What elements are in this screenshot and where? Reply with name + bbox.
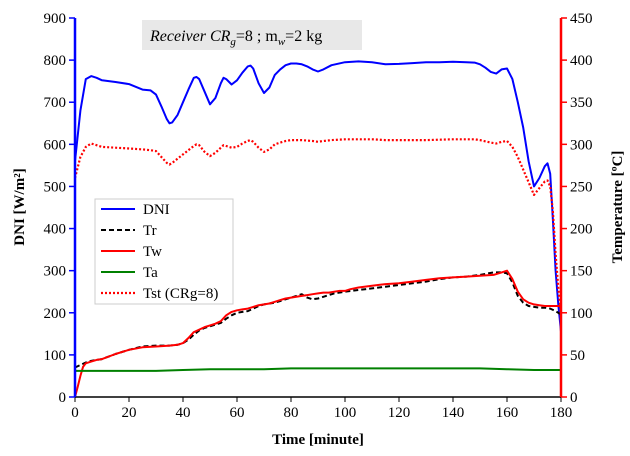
y-right-tick-label: 0	[570, 390, 578, 406]
x-axis-title: Time [minute]	[272, 432, 364, 448]
annotation-middle: =8 ; m	[236, 28, 278, 45]
y-right-tick-label: 150	[570, 264, 593, 280]
series-line-tw	[74, 269, 561, 398]
legend-label: Ta	[143, 265, 158, 281]
x-tick-label: 140	[442, 405, 465, 421]
annotation-prefix-sub: g	[230, 36, 236, 48]
x-tick-label: 40	[176, 405, 191, 421]
series-line-dni	[74, 60, 562, 332]
y-axis-right-title: Temperature [ºC]	[610, 151, 626, 264]
y-axis-left-title: DNI [W/m²]	[12, 168, 28, 245]
legend-label: DNI	[143, 202, 170, 218]
annotation-suffix: =2 kg	[285, 28, 322, 45]
x-tick-label: 20	[122, 405, 137, 421]
axes-layer: 0 20 40 60 80 100 120 140 160 1800100200300400500…	[44, 11, 593, 421]
y-left-tick-label: 900	[44, 11, 67, 27]
legend: DNI Tr Tw Ta Tst (CRg=8)	[94, 198, 234, 305]
y-right-tick-label: 200	[570, 222, 593, 238]
x-tick-label: 180	[550, 405, 573, 421]
legend-label: Tst (CRg=8)	[143, 286, 218, 302]
y-left-tick-label: 100	[44, 348, 67, 364]
y-left-tick-label: 800	[44, 53, 67, 69]
x-tick-label: 100	[334, 405, 357, 421]
y-left-tick-label: 0	[59, 390, 67, 406]
annotation: Receiver CRg=8 ; mw=2 kg	[142, 20, 362, 50]
y-left-tick-label: 600	[44, 137, 67, 153]
annotation-middle-sub: w	[278, 36, 286, 48]
annotation-prefix: Receiver CR	[149, 28, 231, 45]
y-left-tick-label: 300	[44, 264, 67, 280]
y-left-tick-label: 400	[44, 222, 67, 238]
y-right-tick-label: 100	[570, 306, 593, 322]
annotation-text: Receiver CRg=8 ; mw=2 kg	[149, 28, 322, 48]
annotation-box	[142, 20, 362, 50]
x-tick-label: 80	[284, 405, 299, 421]
series-line-ta	[75, 367, 561, 372]
y-right-tick-label: 350	[570, 95, 593, 111]
x-tick-label: 0	[71, 405, 79, 421]
y-right-tick-label: 400	[570, 53, 593, 69]
y-left-tick-label: 200	[44, 306, 67, 322]
x-tick-label: 120	[388, 405, 411, 421]
legend-label: Tr	[143, 223, 157, 239]
y-left-tick-label: 500	[44, 179, 67, 195]
y-right-tick-label: 450	[570, 11, 593, 27]
x-tick-label: 60	[230, 405, 245, 421]
series-layer	[73, 60, 563, 398]
y-right-tick-label: 50	[570, 348, 585, 364]
legend-label: Tw	[143, 244, 162, 260]
y-left-tick-label: 700	[44, 95, 67, 111]
x-tick-label: 160	[496, 405, 519, 421]
y-right-tick-label: 300	[570, 137, 593, 153]
y-right-tick-label: 250	[570, 179, 593, 195]
